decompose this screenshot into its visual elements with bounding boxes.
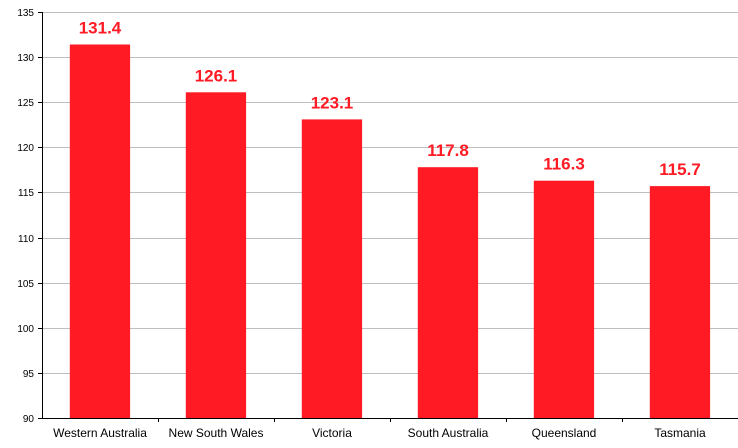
data-labels: 131.4 126.1 123.1 117.8 116.3 115.7 <box>79 19 701 180</box>
x-label-new-south-wales: New South Wales <box>169 426 264 440</box>
data-label-western-australia: 131.4 <box>79 19 122 38</box>
y-tick-label-115: 115 <box>18 188 34 199</box>
y-tick-labels: 90 95 100 105 110 115 120 125 130 135 <box>17 8 34 425</box>
y-tick-label-95: 95 <box>23 369 35 380</box>
y-tick-label-100: 100 <box>17 324 34 335</box>
y-tick-label-120: 120 <box>17 143 34 154</box>
y-tick-label-105: 105 <box>17 279 34 290</box>
data-label-queensland: 116.3 <box>543 155 585 174</box>
y-tick-label-130: 130 <box>17 53 34 64</box>
bar-western-australia <box>69 44 131 418</box>
y-tick-label-125: 125 <box>17 98 34 109</box>
bar-queensland <box>533 180 595 418</box>
x-category-labels: Western Australia New South Wales Victoria… <box>53 426 706 440</box>
data-label-new-south-wales: 126.1 <box>195 66 238 85</box>
x-label-victoria: Victoria <box>312 426 352 440</box>
bars <box>69 44 711 419</box>
x-label-tasmania: Tasmania <box>654 426 706 440</box>
axes <box>38 12 738 422</box>
data-label-tasmania: 115.7 <box>659 160 701 179</box>
y-tick-label-135: 135 <box>17 8 34 19</box>
bar-victoria <box>301 119 363 419</box>
bar-south-australia <box>417 167 479 418</box>
x-label-western-australia: Western Australia <box>53 426 147 440</box>
bar-new-south-wales <box>185 92 247 419</box>
y-tick-label-110: 110 <box>18 234 34 245</box>
data-label-south-australia: 117.8 <box>427 141 469 160</box>
bar-tasmania <box>649 186 711 418</box>
y-tick-label-90: 90 <box>23 414 35 425</box>
x-label-south-australia: South Australia <box>408 426 489 440</box>
x-label-queensland: Queensland <box>532 426 597 440</box>
grid-lines <box>42 12 738 374</box>
data-label-victoria: 123.1 <box>311 93 354 112</box>
